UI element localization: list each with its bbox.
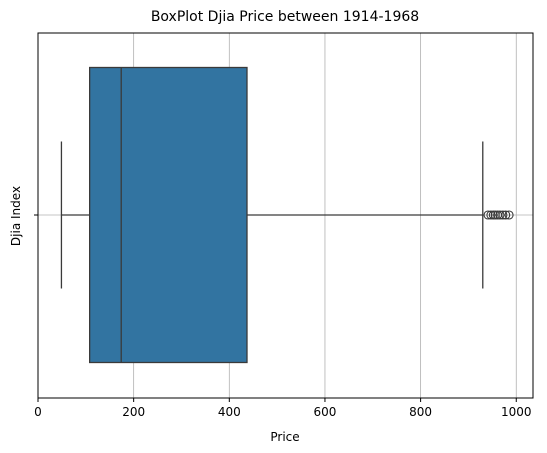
y-axis-label: Djia Index xyxy=(9,186,23,246)
x-axis-ticks: 0 200 400 600 800 1000 xyxy=(34,398,532,419)
x-tick-label: 400 xyxy=(218,405,241,419)
outlier-point xyxy=(504,210,514,220)
outlier-point xyxy=(495,210,505,220)
outlier-point xyxy=(486,210,496,220)
x-tick-label: 600 xyxy=(314,405,337,419)
x-tick-label: 0 xyxy=(34,405,42,419)
outlier-points xyxy=(483,210,514,220)
x-tick-label: 1000 xyxy=(501,405,532,419)
outlier-point xyxy=(483,210,493,220)
x-tick-label: 800 xyxy=(409,405,432,419)
chart-title: BoxPlot Djia Price between 1914-1968 xyxy=(151,9,419,25)
box-plot xyxy=(60,66,484,364)
iqr-box xyxy=(89,66,248,364)
x-axis-label: Price xyxy=(270,430,299,444)
outlier-point xyxy=(501,210,511,220)
outlier-point xyxy=(498,210,508,220)
x-tick-label: 200 xyxy=(122,405,145,419)
